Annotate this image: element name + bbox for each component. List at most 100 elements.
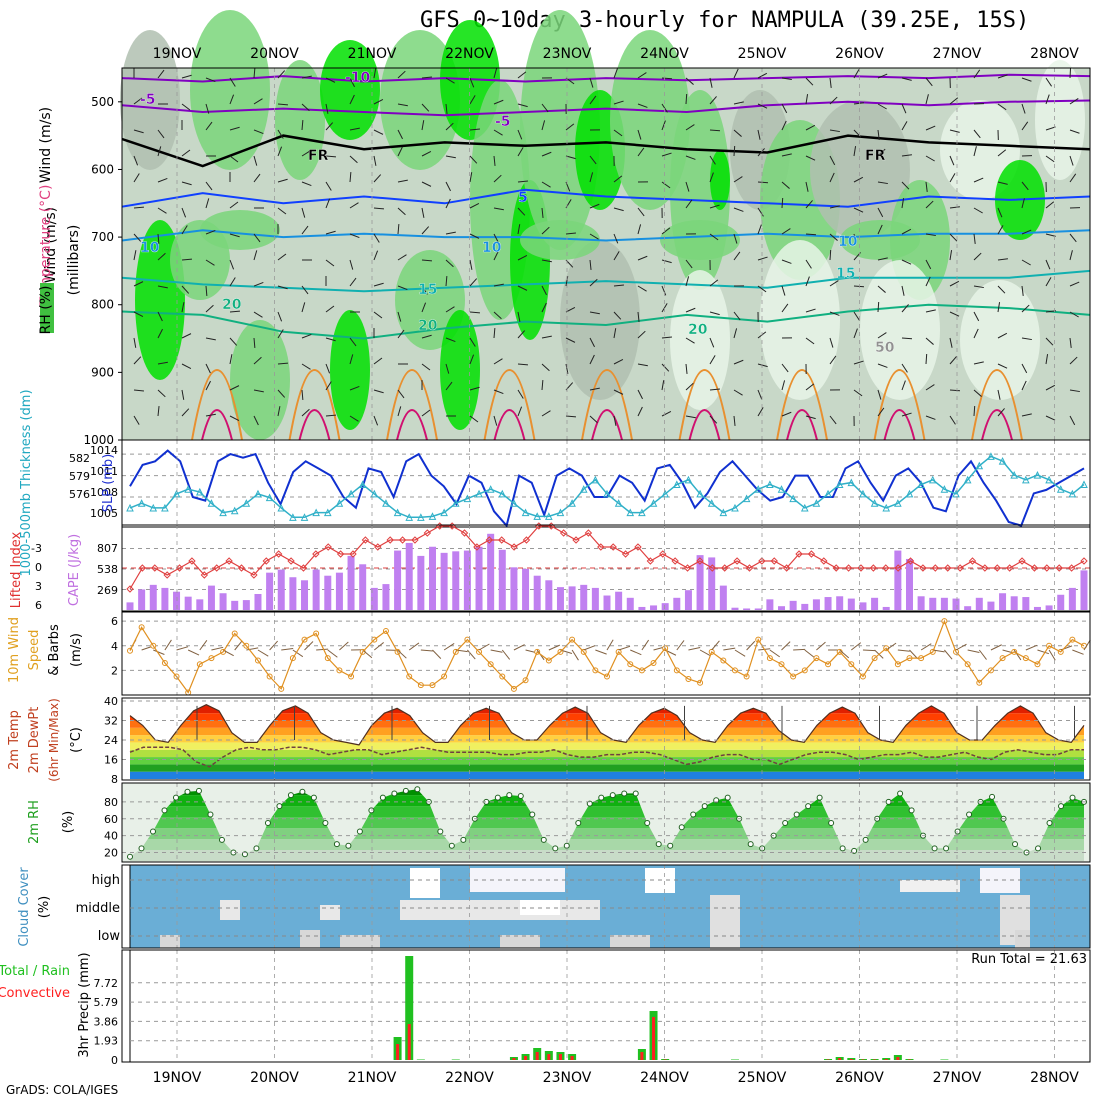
contour-label: -5	[495, 114, 511, 130]
rh-point	[207, 811, 214, 818]
wind-tick-label: 6	[111, 615, 118, 628]
wind-barb	[829, 355, 837, 365]
contour-label: 20	[222, 297, 242, 313]
wind-barb-10m	[257, 649, 269, 657]
wind-barb	[181, 333, 192, 339]
wind-barb	[733, 101, 744, 105]
rh-point	[379, 794, 386, 801]
thickness-point	[707, 499, 716, 507]
wind-barb	[781, 303, 789, 313]
wind-barb	[589, 387, 600, 391]
cape-bar	[475, 546, 483, 610]
rh-tick-label: 20	[104, 847, 118, 860]
rh-point	[494, 794, 501, 801]
precip-convective-bar	[512, 1058, 516, 1060]
wind-barb	[421, 409, 431, 417]
wind-barb	[517, 330, 526, 339]
wind-barb	[349, 77, 355, 88]
wind-barb	[661, 120, 666, 131]
wind-barb	[637, 330, 646, 339]
wind-barb	[157, 207, 167, 214]
thickness-point	[696, 489, 704, 498]
wind-barb	[133, 356, 142, 365]
wind-barb	[877, 224, 883, 235]
date-label-top: 19NOV	[153, 46, 202, 62]
wind-barb	[133, 173, 140, 183]
temp-band	[130, 742, 1084, 750]
wind-barb	[685, 155, 696, 160]
wind-barb	[589, 77, 594, 88]
wind-barb	[1069, 337, 1072, 348]
wind-barb	[397, 223, 400, 235]
wind-barb	[373, 99, 384, 105]
wind-barb	[901, 228, 912, 235]
rh-contour-fill	[275, 60, 325, 180]
wind-barb	[997, 389, 1001, 400]
wind-barb	[397, 207, 406, 216]
li-point	[584, 529, 593, 537]
wind-barb	[349, 415, 359, 422]
ylabel-wind-speed: Speed	[27, 630, 42, 671]
wind-barb	[997, 225, 1004, 235]
wind-barb	[517, 180, 528, 183]
wind-barb	[829, 172, 835, 183]
rh-contour-fill	[810, 100, 910, 240]
wind-barb	[1021, 181, 1029, 191]
li-point	[634, 543, 642, 551]
wind-barb	[301, 75, 312, 79]
isotherm-arc	[201, 409, 233, 441]
wind-barb	[541, 151, 552, 157]
wind-barb	[589, 172, 594, 183]
wind-barb	[469, 415, 479, 423]
wind-barb	[565, 415, 577, 418]
wind-barb-10m	[641, 639, 650, 651]
wind-barb	[421, 334, 432, 339]
rh-tick-label: 80	[104, 796, 118, 809]
ylabel-rh2m: 2m RH	[27, 800, 42, 844]
isotherm-arc	[678, 369, 731, 441]
wind-barb	[133, 415, 140, 425]
rh-point	[506, 792, 513, 799]
wind-barb	[517, 255, 528, 261]
wind-barb	[613, 207, 624, 212]
li-point	[597, 543, 605, 551]
wind-barb	[613, 415, 617, 426]
wind-barb	[517, 103, 528, 108]
li-point	[795, 550, 803, 558]
wind-barb	[877, 148, 886, 157]
precip-convective-bar	[524, 1056, 528, 1060]
rh-tick-label: 40	[104, 830, 118, 843]
wind-barb	[133, 250, 137, 261]
wind-barb	[1021, 363, 1028, 374]
rh-point	[1069, 794, 1076, 801]
wind-barb	[637, 224, 642, 235]
li-point	[1043, 564, 1051, 572]
wind-barb	[805, 383, 815, 391]
rh-point	[161, 807, 168, 814]
wind-barb	[493, 283, 504, 287]
wind-barb	[757, 363, 768, 368]
wind-barb	[829, 205, 840, 209]
wind-barb	[541, 181, 551, 188]
wind-barb	[253, 129, 264, 135]
wind-barb	[517, 406, 523, 417]
wind-barb	[421, 120, 425, 131]
li-point	[857, 564, 865, 572]
wind-barb	[829, 311, 840, 316]
wind-barb	[445, 181, 451, 192]
date-label-bottom: 26NOV	[835, 1070, 884, 1086]
wind-barb	[733, 389, 743, 396]
wind-barb-10m	[595, 649, 607, 655]
wind-barb	[1069, 356, 1078, 365]
wind-barb	[541, 335, 552, 339]
rh-contour-fill	[520, 220, 600, 260]
wind-barb	[1069, 389, 1080, 393]
thickness-point	[591, 475, 600, 484]
cloud-frame	[129, 864, 1091, 949]
wind-barb	[685, 337, 695, 344]
wind-barb	[253, 281, 264, 287]
ylabel-dewpt: 2m DewPt	[27, 707, 42, 774]
wind-barb	[805, 415, 816, 420]
wind-barb	[613, 328, 617, 339]
wind-barb	[397, 311, 402, 322]
